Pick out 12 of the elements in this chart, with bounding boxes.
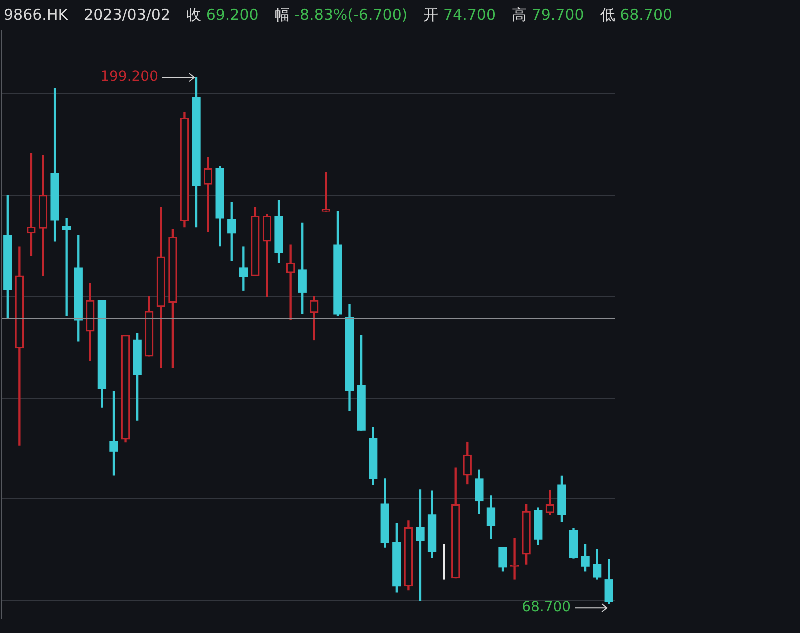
annotation: 199.200 [100, 69, 159, 86]
text: 幅 -8.83%(-6.700) [274, 6, 408, 24]
candlestick [322, 172, 331, 212]
chart-subtitle: 2023/03/02 [84, 6, 171, 24]
text: 低 68.700 [600, 6, 673, 24]
text: 收 69.200 [186, 6, 259, 24]
text: 高 79.700 [512, 6, 584, 24]
annotation: 68.700 [522, 600, 572, 616]
text: 开 74.700 [424, 6, 496, 24]
chart-title: 9866.HK [4, 6, 68, 24]
candlestick [286, 244, 296, 320]
candlestick [204, 158, 213, 232]
